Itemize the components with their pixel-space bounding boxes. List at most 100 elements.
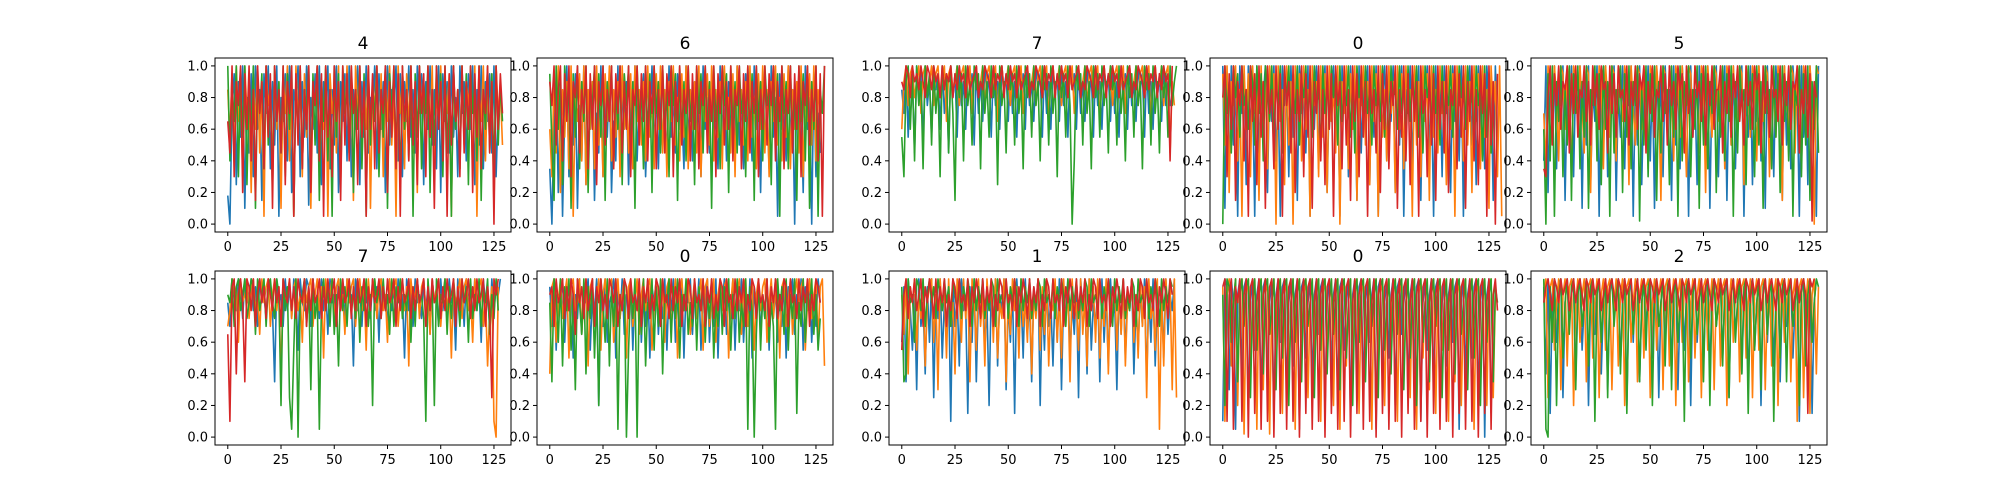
y-tick-label: 0.0 bbox=[1182, 218, 1203, 233]
subplot-3: 0 0 25 50 75 100 125 0.0 0.2 0.4 0.6 0.8 1.0 bbox=[1182, 34, 1507, 255]
x-tick-label: 0 bbox=[546, 240, 554, 255]
x-tick-label: 100 bbox=[1744, 240, 1769, 255]
x-tick-label: 100 bbox=[1423, 240, 1448, 255]
subplot-title: 7 bbox=[1032, 34, 1043, 54]
subplot-8: 0 0 25 50 75 100 125 0.0 0.2 0.4 0.6 0.8 1.0 bbox=[1182, 247, 1507, 468]
x-tick-label: 50 bbox=[1642, 453, 1659, 468]
x-tick-label: 25 bbox=[1589, 240, 1606, 255]
series-line-3 bbox=[901, 65, 1174, 162]
x-tick-label: 25 bbox=[595, 240, 612, 255]
x-tick-label: 50 bbox=[648, 240, 665, 255]
subplot-title: 0 bbox=[680, 247, 691, 267]
y-tick-label: 1.0 bbox=[187, 59, 208, 74]
x-tick-label: 0 bbox=[546, 453, 554, 468]
x-tick-label: 50 bbox=[326, 240, 343, 255]
x-tick-label: 75 bbox=[1053, 453, 1070, 468]
x-tick-label: 75 bbox=[1695, 240, 1712, 255]
subplot-5: 7 0 25 50 75 100 125 0.0 0.2 0.4 0.6 0.8 1.0 bbox=[187, 247, 512, 468]
x-tick-label: 75 bbox=[701, 453, 718, 468]
x-tick-label: 75 bbox=[1374, 240, 1391, 255]
y-tick-label: 0.4 bbox=[1503, 154, 1524, 169]
y-tick-label: 1.0 bbox=[861, 59, 882, 74]
axes-frame bbox=[536, 270, 834, 446]
y-tick-label: 0.2 bbox=[1182, 186, 1203, 201]
subplot-title: 1 bbox=[1032, 247, 1043, 267]
subplot-1: 6 0 25 50 75 100 125 0.0 0.2 0.4 0.6 0.8 1.0 bbox=[509, 34, 834, 255]
y-tick-label: 0.0 bbox=[1503, 431, 1524, 446]
y-tick-label: 0.8 bbox=[187, 304, 208, 319]
x-tick-label: 75 bbox=[1053, 240, 1070, 255]
x-tick-label: 50 bbox=[326, 453, 343, 468]
x-tick-label: 125 bbox=[1477, 453, 1502, 468]
series-group bbox=[900, 65, 1178, 225]
y-tick-label: 0.0 bbox=[861, 431, 882, 446]
y-tick-label: 0.8 bbox=[509, 304, 530, 319]
y-tick-label: 0.6 bbox=[509, 123, 530, 138]
y-tick-label: 0.6 bbox=[1182, 123, 1203, 138]
y-tick-label: 0.4 bbox=[1182, 367, 1203, 382]
y-tick-label: 0.8 bbox=[1182, 91, 1203, 106]
axes-frame bbox=[214, 270, 512, 446]
x-tick-label: 25 bbox=[1268, 453, 1285, 468]
x-tick-label: 0 bbox=[1219, 240, 1227, 255]
y-tick-label: 0.2 bbox=[1182, 399, 1203, 414]
x-tick-label: 25 bbox=[273, 453, 290, 468]
subplot-7: 1 0 25 50 75 100 125 0.0 0.2 0.4 0.6 0.8 1.0 bbox=[861, 247, 1186, 468]
x-tick-label: 25 bbox=[273, 240, 290, 255]
y-tick-label: 0.2 bbox=[861, 399, 882, 414]
y-tick-label: 0.6 bbox=[187, 123, 208, 138]
series-group bbox=[1542, 278, 1820, 438]
x-tick-label: 125 bbox=[804, 240, 829, 255]
x-tick-label: 50 bbox=[1000, 453, 1017, 468]
series-line-3 bbox=[548, 65, 826, 217]
x-tick-label: 0 bbox=[1219, 453, 1227, 468]
y-tick-label: 0.6 bbox=[1503, 336, 1524, 351]
x-tick-label: 0 bbox=[224, 240, 232, 255]
y-tick-label: 0.6 bbox=[509, 336, 530, 351]
series-group bbox=[226, 65, 504, 225]
x-tick-label: 125 bbox=[1156, 453, 1181, 468]
y-tick-label: 0.6 bbox=[1503, 123, 1524, 138]
x-tick-label: 125 bbox=[804, 453, 829, 468]
axes-frame bbox=[1209, 270, 1507, 446]
axes-frame bbox=[536, 57, 834, 233]
x-tick-label: 25 bbox=[1589, 453, 1606, 468]
y-tick-label: 0.0 bbox=[187, 431, 208, 446]
subplot-6: 0 0 25 50 75 100 125 0.0 0.2 0.4 0.6 0.8 1.0 bbox=[509, 247, 834, 468]
series-group bbox=[548, 65, 826, 225]
y-tick-label: 0.8 bbox=[861, 91, 882, 106]
series-line-2 bbox=[1542, 65, 1820, 225]
series-line-3 bbox=[549, 278, 822, 336]
x-tick-label: 25 bbox=[1268, 240, 1285, 255]
x-tick-label: 125 bbox=[1156, 240, 1181, 255]
series-group bbox=[900, 278, 1178, 430]
series-group bbox=[548, 278, 826, 438]
subplot-title: 7 bbox=[358, 247, 369, 267]
y-tick-label: 0.2 bbox=[1503, 399, 1524, 414]
axes-frame bbox=[1530, 57, 1828, 233]
axes-frame bbox=[888, 270, 1186, 446]
y-tick-label: 0.8 bbox=[509, 91, 530, 106]
x-tick-label: 75 bbox=[379, 240, 396, 255]
x-tick-label: 125 bbox=[482, 240, 507, 255]
y-tick-label: 0.2 bbox=[187, 399, 208, 414]
series-group bbox=[1542, 65, 1820, 225]
subplot-title: 6 bbox=[680, 34, 691, 54]
y-tick-label: 0.0 bbox=[509, 431, 530, 446]
series-line-3 bbox=[1221, 65, 1499, 225]
x-tick-label: 100 bbox=[1102, 240, 1127, 255]
x-tick-label: 100 bbox=[1744, 453, 1769, 468]
y-tick-label: 1.0 bbox=[509, 59, 530, 74]
x-tick-label: 0 bbox=[1540, 240, 1548, 255]
y-tick-label: 0.0 bbox=[509, 218, 530, 233]
series-line-2 bbox=[548, 278, 822, 438]
x-tick-label: 75 bbox=[701, 240, 718, 255]
y-tick-label: 0.0 bbox=[1182, 431, 1203, 446]
axes-frame bbox=[888, 57, 1186, 233]
y-tick-label: 0.6 bbox=[187, 336, 208, 351]
y-tick-label: 0.8 bbox=[1503, 91, 1524, 106]
x-tick-label: 0 bbox=[1540, 453, 1548, 468]
y-tick-label: 0.2 bbox=[1503, 186, 1524, 201]
series-line-3 bbox=[226, 278, 500, 423]
